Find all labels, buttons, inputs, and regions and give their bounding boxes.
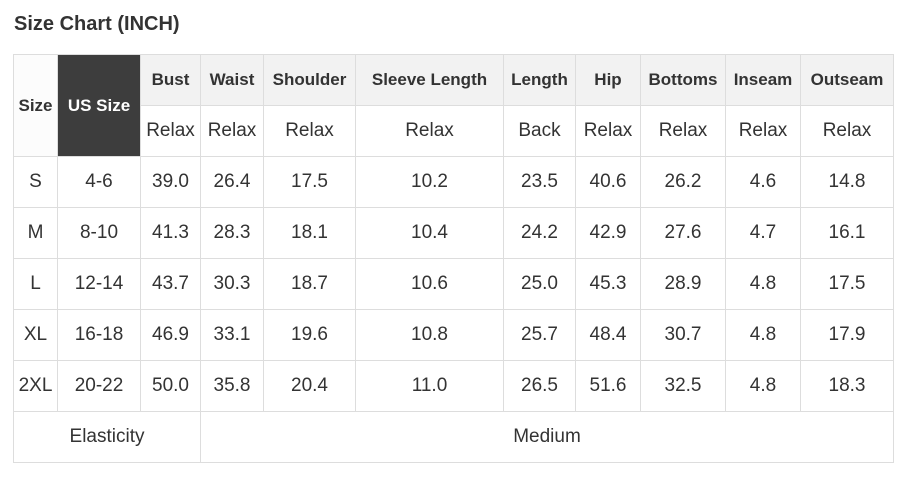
page-title: Size Chart (INCH) bbox=[14, 13, 180, 35]
elasticity-label-cell: Elasticity bbox=[13, 411, 201, 463]
measurement-cell: 20.4 bbox=[263, 360, 356, 412]
column-header-outseam: Outseam bbox=[800, 54, 894, 106]
measurement-cell: 26.4 bbox=[200, 156, 264, 208]
measurement-cell: 42.9 bbox=[575, 207, 641, 259]
fit-type-cell-inseam: Relax bbox=[725, 105, 801, 157]
column-header-hip: Hip bbox=[575, 54, 641, 106]
measurement-cell: 25.7 bbox=[503, 309, 576, 361]
measurement-cell: 28.9 bbox=[640, 258, 726, 310]
elasticity-row: Elasticity Medium bbox=[13, 411, 894, 463]
us-size-cell: 16-18 bbox=[57, 309, 141, 361]
measurement-cell: 23.5 bbox=[503, 156, 576, 208]
measurement-cell: 4.7 bbox=[725, 207, 801, 259]
measurement-cell: 51.6 bbox=[575, 360, 641, 412]
measurement-cell: 10.2 bbox=[355, 156, 504, 208]
measurement-cell: 10.8 bbox=[355, 309, 504, 361]
measurement-cell: 18.1 bbox=[263, 207, 356, 259]
table-row-m: M 8-10 41.3 28.3 18.1 10.4 24.2 42.9 27.… bbox=[13, 207, 894, 259]
us-size-cell: 8-10 bbox=[57, 207, 141, 259]
measurement-cell: 41.3 bbox=[140, 207, 201, 259]
measurement-cell: 16.1 bbox=[800, 207, 894, 259]
column-header-shoulder: Shoulder bbox=[263, 54, 356, 106]
measurement-cell: 45.3 bbox=[575, 258, 641, 310]
measurement-cell: 24.2 bbox=[503, 207, 576, 259]
measurement-cell: 4.8 bbox=[725, 360, 801, 412]
us-size-cell: 12-14 bbox=[57, 258, 141, 310]
column-header-bottoms: Bottoms bbox=[640, 54, 726, 106]
table-row-xl: XL 16-18 46.9 33.1 19.6 10.8 25.7 48.4 3… bbox=[13, 309, 894, 361]
us-size-cell: 4-6 bbox=[57, 156, 141, 208]
fit-type-row: Relax Relax Relax Relax Back Relax Relax… bbox=[14, 105, 894, 157]
fit-type-cell-shoulder: Relax bbox=[263, 105, 356, 157]
measurement-cell: 18.3 bbox=[800, 360, 894, 412]
measurement-cell: 46.9 bbox=[140, 309, 201, 361]
size-chart-page: Size Chart (INCH) Size US Size Bust Wais… bbox=[13, 13, 894, 463]
column-header-length: Length bbox=[503, 54, 576, 106]
fit-type-cell-hip: Relax bbox=[575, 105, 641, 157]
fit-type-cell-waist: Relax bbox=[200, 105, 264, 157]
measurement-cell: 10.6 bbox=[355, 258, 504, 310]
measurement-cell: 39.0 bbox=[140, 156, 201, 208]
table-row-s: S 4-6 39.0 26.4 17.5 10.2 23.5 40.6 26.2… bbox=[13, 156, 894, 208]
column-header-size: Size bbox=[13, 54, 58, 157]
measurement-cell: 40.6 bbox=[575, 156, 641, 208]
us-size-cell: 20-22 bbox=[57, 360, 141, 412]
measurement-cell: 48.4 bbox=[575, 309, 641, 361]
size-label-cell: M bbox=[13, 207, 58, 259]
fit-type-cell-sleeve-length: Relax bbox=[355, 105, 504, 157]
table-row-l: L 12-14 43.7 30.3 18.7 10.6 25.0 45.3 28… bbox=[13, 258, 894, 310]
measurement-cell: 18.7 bbox=[263, 258, 356, 310]
measurement-cell: 32.5 bbox=[640, 360, 726, 412]
fit-type-cell-bust: Relax bbox=[140, 105, 201, 157]
measurement-cell: 35.8 bbox=[200, 360, 264, 412]
measurement-cell: 50.0 bbox=[140, 360, 201, 412]
measurement-cell: 14.8 bbox=[800, 156, 894, 208]
column-header-inseam: Inseam bbox=[725, 54, 801, 106]
elasticity-value-cell: Medium bbox=[200, 411, 894, 463]
table-row-2xl: 2XL 20-22 50.0 35.8 20.4 11.0 26.5 51.6 … bbox=[13, 360, 894, 412]
measurement-cell: 19.6 bbox=[263, 309, 356, 361]
measurement-cell: 11.0 bbox=[355, 360, 504, 412]
measurement-cell: 26.2 bbox=[640, 156, 726, 208]
measurement-cell: 17.5 bbox=[800, 258, 894, 310]
measurement-cell: 10.4 bbox=[355, 207, 504, 259]
size-label-cell: 2XL bbox=[13, 360, 58, 412]
fit-type-cell-outseam: Relax bbox=[800, 105, 894, 157]
fit-type-cell-bottoms: Relax bbox=[640, 105, 726, 157]
measurement-cell: 26.5 bbox=[503, 360, 576, 412]
measure-header-row: Size US Size Bust Waist Shoulder Sleeve … bbox=[13, 54, 894, 157]
measurement-cell: 27.6 bbox=[640, 207, 726, 259]
measurement-cell: 4.8 bbox=[725, 309, 801, 361]
measurement-cell: 33.1 bbox=[200, 309, 264, 361]
measurement-cell: 30.3 bbox=[200, 258, 264, 310]
measurement-cell: 43.7 bbox=[140, 258, 201, 310]
fit-type-cell-length: Back bbox=[503, 105, 576, 157]
measurement-cell: 28.3 bbox=[200, 207, 264, 259]
size-label-cell: S bbox=[13, 156, 58, 208]
column-header-us-size: US Size bbox=[57, 54, 141, 157]
measurement-cell: 25.0 bbox=[503, 258, 576, 310]
column-header-bust: Bust bbox=[140, 54, 201, 106]
size-label-cell: XL bbox=[13, 309, 58, 361]
column-header-sleeve-length: Sleeve Length bbox=[355, 54, 504, 106]
size-label-cell: L bbox=[13, 258, 58, 310]
measurement-cell: 30.7 bbox=[640, 309, 726, 361]
measurement-cell: 17.5 bbox=[263, 156, 356, 208]
measurement-cell: 17.9 bbox=[800, 309, 894, 361]
measurement-cell: 4.8 bbox=[725, 258, 801, 310]
size-chart-table: Size US Size Bust Waist Shoulder Sleeve … bbox=[13, 54, 894, 463]
column-header-waist: Waist bbox=[200, 54, 264, 106]
measurement-cell: 4.6 bbox=[725, 156, 801, 208]
